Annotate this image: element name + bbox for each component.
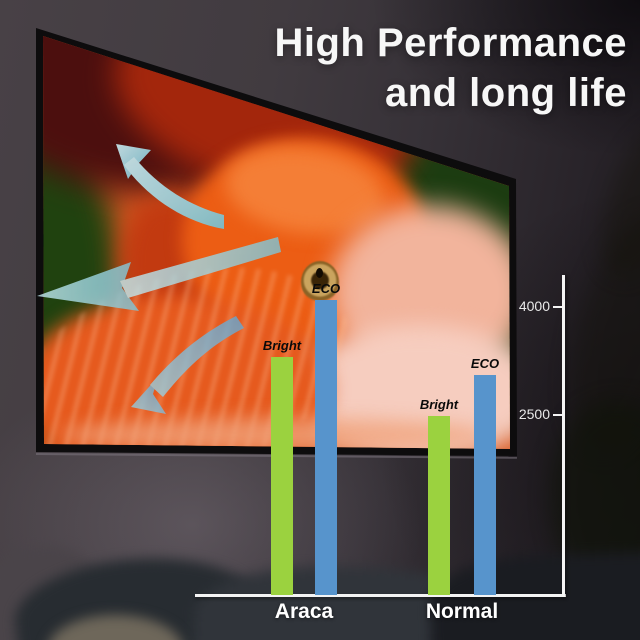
bar-normal-eco: [474, 375, 496, 595]
x-axis-line: [195, 594, 566, 597]
bar-araca-bright: [271, 357, 293, 595]
category-label-normal: Normal: [425, 600, 499, 623]
y-axis-tick: [553, 306, 562, 308]
bar-label-eco: ECO: [311, 280, 341, 296]
bar-label-bright: Bright: [262, 338, 302, 354]
curved-arrow-down-left-icon: [131, 316, 244, 414]
bar-label-bright: Bright: [419, 397, 459, 413]
bar-normal-bright: [428, 416, 450, 595]
arrow-left-icon: [37, 237, 281, 311]
y-tick-label: 4000: [518, 298, 550, 314]
bar-araca-eco: [315, 299, 337, 595]
title-line-1: High Performance: [274, 21, 627, 65]
curved-arrow-up-left-icon: [116, 144, 224, 229]
sofa: [0, 535, 640, 640]
y-axis-line: [562, 275, 565, 597]
y-tick-label: 2500: [518, 406, 550, 422]
category-label-araca: Araca: [274, 600, 334, 623]
y-axis-tick: [553, 414, 562, 416]
title-line-2: and long life: [384, 71, 627, 115]
page-title: High Performance and long life: [274, 18, 627, 118]
bar-label-eco: ECO: [470, 356, 500, 372]
